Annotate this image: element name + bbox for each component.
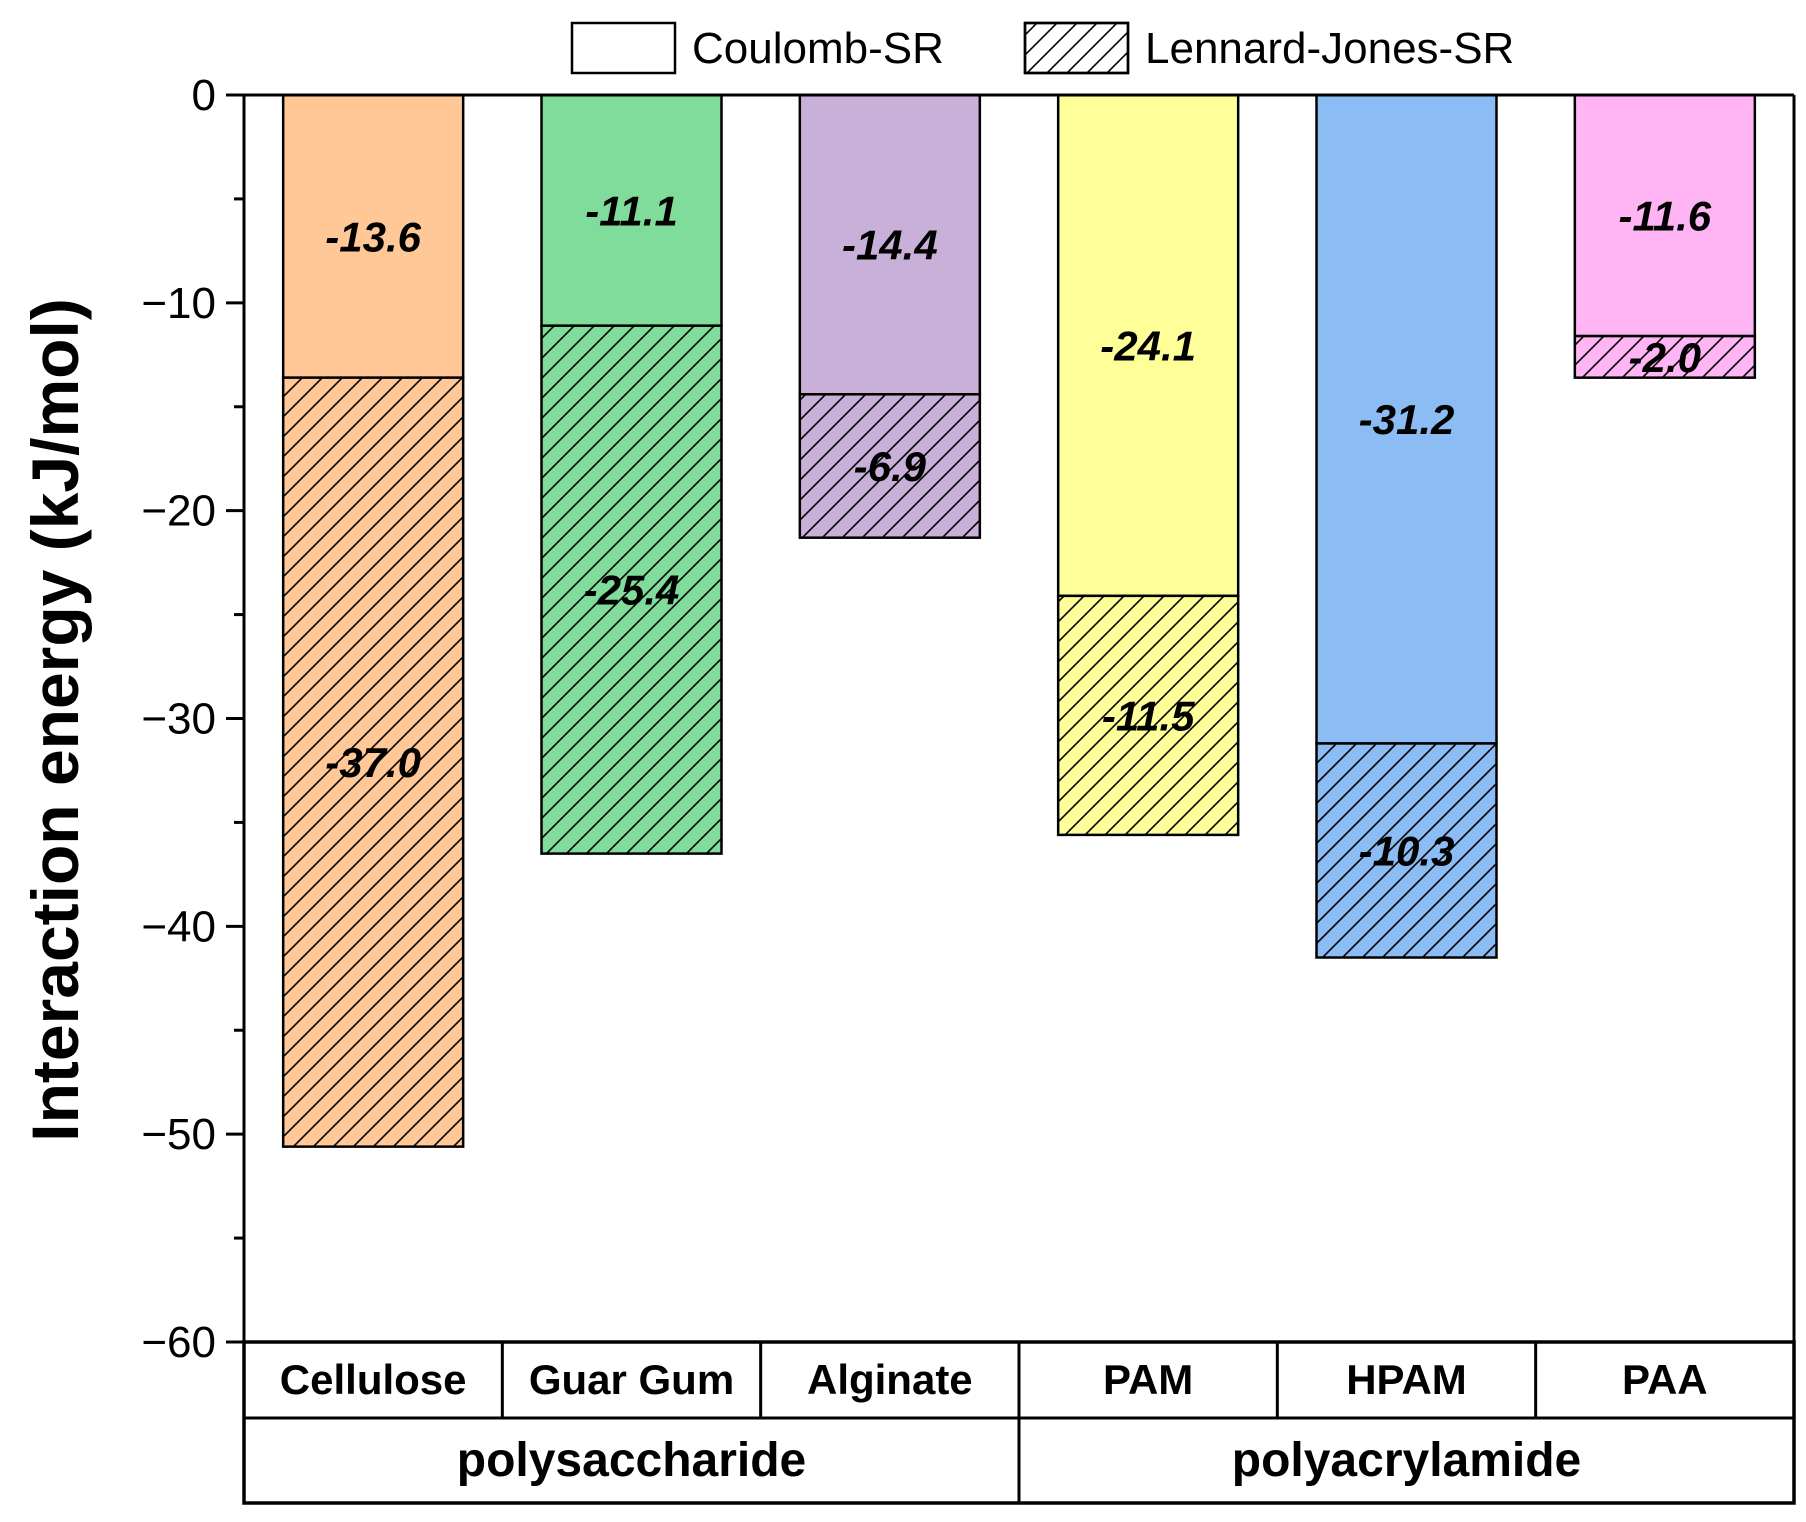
bar-outline	[1573, 334, 1757, 379]
group-label: polysaccharide	[457, 1434, 807, 1487]
bar-coulomb-sr-alginate	[799, 95, 980, 395]
y-tick-label: −40	[141, 902, 216, 951]
bar-value-label: -11.1	[585, 187, 678, 234]
bar-value-label: -13.6	[325, 213, 421, 260]
bar-value-label: -2.0	[1629, 334, 1701, 381]
y-tick-label: −60	[141, 1318, 216, 1367]
axis-layer: 0 −10 −20 −30 −40 −50 −60	[141, 71, 1796, 1367]
category-label: PAA	[1622, 1356, 1708, 1403]
legend-label: Coulomb-SR	[692, 24, 944, 73]
bar-coulomb-sr-hpam	[1316, 95, 1497, 744]
bar-outline	[798, 393, 982, 539]
category-label: Cellulose	[280, 1356, 467, 1403]
bar-hatch-alginate	[799, 394, 980, 538]
bar-outline	[1315, 742, 1498, 959]
y-tick-label: −30	[141, 695, 216, 744]
bar-outline	[1056, 594, 1240, 837]
bar-outline	[281, 376, 465, 1148]
bar-coulomb-sr-paa	[1574, 95, 1755, 337]
bar-coulomb-sr-guar-gum	[541, 95, 722, 326]
bar-value-label: -6.9	[854, 443, 927, 490]
bar-outline	[540, 324, 723, 855]
bar-coulomb-sr-pam	[1058, 95, 1239, 596]
y-tick-label: 0	[192, 71, 216, 120]
bars-layer	[281, 93, 1757, 1148]
legend: Coulomb-SR Lennard-Jones-SR	[570, 21, 1514, 75]
bar-hatch-pam	[1058, 595, 1239, 835]
legend-swatch-coulomb-sr	[570, 21, 677, 75]
bar-coulomb-sr-cellulose	[283, 95, 464, 378]
category-label: Alginate	[807, 1356, 973, 1403]
bar-hatch-paa	[1574, 336, 1755, 378]
y-tick-label: −50	[141, 1110, 216, 1159]
group-label: polyacrylamide	[1232, 1434, 1582, 1487]
bar-hatch-hpam	[1316, 743, 1497, 958]
bar-hatch-cellulose	[283, 377, 464, 1147]
category-label: HPAM	[1346, 1356, 1467, 1403]
bar-value-label: -24.1	[1100, 322, 1196, 369]
bar-labels-layer: -13.6 -37.0 -11.1 -25.4 -14.4 -6.9 -24.1 -11.5 -…	[325, 187, 1711, 874]
category-label: PAM	[1103, 1356, 1193, 1403]
bar-value-label: -11.6	[1619, 193, 1712, 240]
legend-label: Lennard-Jones-SR	[1145, 24, 1514, 73]
bar-value-label: -37.0	[325, 739, 421, 786]
legend-hatch	[1023, 21, 1130, 75]
y-tick-label: −20	[141, 487, 216, 536]
bar-value-label: -25.4	[584, 567, 680, 614]
bar-value-label: -31.2	[1359, 396, 1455, 443]
bar-value-label: -10.3	[1359, 827, 1455, 874]
y-tick-label: −10	[141, 279, 216, 328]
bar-value-label: -14.4	[842, 222, 938, 269]
y-axis-label: Interaction energy (kJ/mol)	[18, 298, 92, 1142]
category-table: Cellulose Guar Gum Alginate PAM HPAM PAA polys…	[242, 1340, 1796, 1505]
bar-value-label: -11.5	[1102, 692, 1195, 739]
category-label: Guar Gum	[529, 1356, 734, 1403]
bar-hatch-guar-gum	[541, 325, 722, 854]
